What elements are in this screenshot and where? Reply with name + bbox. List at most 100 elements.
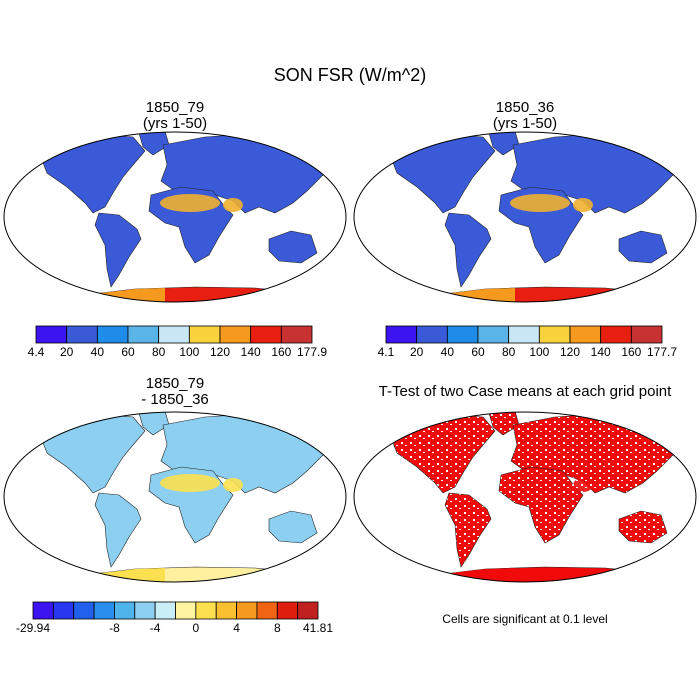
colorbar-box — [508, 325, 540, 344]
colorbar-label: 41.81 — [303, 621, 333, 635]
colorbar-box — [154, 601, 176, 620]
colorbar-box — [385, 325, 418, 344]
map — [353, 411, 697, 583]
landmass — [389, 414, 496, 494]
panel-title: 1850_36 — [496, 99, 554, 116]
map — [3, 411, 347, 583]
landmass — [488, 412, 520, 436]
colorbar-box — [250, 325, 282, 344]
colorbar-label: 100 — [179, 345, 199, 359]
landmass — [268, 230, 318, 264]
colorbar-box — [32, 601, 54, 620]
map-land — [389, 132, 691, 302]
map-land — [39, 132, 341, 302]
colorbar-box — [52, 601, 75, 620]
colorbar-box — [158, 325, 190, 344]
map-land — [39, 412, 341, 582]
landmass — [39, 414, 146, 494]
colorbar-label: 4.1 — [378, 345, 395, 359]
colorbar-box — [66, 325, 98, 344]
arabia-region — [573, 198, 593, 212]
colorbar-label: 4 — [233, 621, 240, 635]
colorbar-label: -8 — [109, 621, 120, 635]
colorbar-box — [134, 601, 156, 620]
colorbar-box — [256, 601, 278, 620]
colorbar-label: 177.9 — [297, 345, 327, 359]
colorbar-label: 0 — [193, 621, 200, 635]
colorbar-box — [73, 601, 95, 620]
landmass — [618, 510, 668, 544]
desert-region — [510, 474, 570, 492]
colorbar-box — [569, 325, 602, 344]
colorbar-box — [96, 325, 129, 344]
landmass — [94, 212, 142, 288]
colorbar-label: 80 — [152, 345, 166, 359]
landmass — [138, 132, 170, 156]
colorbar-box — [215, 601, 237, 620]
panel-title: T-Test of two Case means at each grid po… — [379, 383, 672, 400]
colorbar-box — [175, 601, 197, 620]
desert-region — [160, 474, 220, 492]
colorbar-label: 40 — [91, 345, 105, 359]
colorbar-label: 20 — [60, 345, 74, 359]
figure-title: SON FSR (W/m^2) — [274, 65, 426, 85]
map-border — [353, 411, 697, 583]
map — [3, 131, 347, 303]
colorbar-label: 4.4 — [28, 345, 45, 359]
landmass — [618, 230, 668, 264]
landmass — [444, 212, 492, 288]
landmass — [488, 132, 520, 156]
colorbar-label: 177.7 — [647, 345, 677, 359]
colorbar-label: 160 — [271, 345, 291, 359]
map-land — [389, 412, 691, 582]
colorbar-label: 20 — [410, 345, 424, 359]
colorbar-box — [114, 601, 136, 620]
antarctica-west — [435, 288, 515, 302]
colorbar-label: 8 — [274, 621, 281, 635]
colorbar-box — [127, 325, 160, 344]
landmass — [268, 510, 318, 544]
colorbar-label: 120 — [210, 345, 230, 359]
arabia-region — [223, 478, 243, 492]
colorbar-box — [195, 601, 217, 620]
colorbar-box — [297, 601, 319, 620]
map-border — [353, 131, 697, 303]
colorbar-label: -29.94 — [16, 621, 50, 635]
panel-title: (yrs 1-50) — [143, 115, 207, 132]
colorbar-box — [446, 325, 479, 344]
map-border — [3, 131, 347, 303]
landmass — [444, 492, 492, 568]
landmass — [389, 134, 496, 214]
panel-title: 1850_79 — [146, 375, 204, 392]
note: Cells are significant at 0.1 level — [442, 612, 607, 626]
antarctica-west — [85, 568, 165, 582]
map — [353, 131, 697, 303]
antarctica-west — [85, 288, 165, 302]
arabia-region — [573, 478, 593, 492]
colorbar-box — [600, 325, 632, 344]
antarctica-west — [435, 568, 515, 582]
panel-title: 1850_79 — [146, 99, 204, 116]
colorbar-label: 60 — [471, 345, 485, 359]
colorbar-box — [35, 325, 68, 344]
colorbar-box — [280, 325, 313, 344]
colorbar-box — [236, 601, 258, 620]
colorbar-label: 120 — [560, 345, 580, 359]
colorbar-label: 40 — [441, 345, 455, 359]
colorbar-box — [219, 325, 252, 344]
arabia-region — [223, 198, 243, 212]
colorbar-box — [276, 601, 299, 620]
colorbar-label: 160 — [621, 345, 641, 359]
colorbar-label: 140 — [591, 345, 611, 359]
colorbar-box — [416, 325, 448, 344]
map-border — [3, 411, 347, 583]
colorbar-box — [188, 325, 221, 344]
colorbar-label: 60 — [121, 345, 135, 359]
colorbar-label: 140 — [241, 345, 261, 359]
desert-region — [510, 194, 570, 212]
panel-title: - 1850_36 — [141, 391, 209, 408]
colorbar-box — [93, 601, 115, 620]
colorbar-box — [630, 325, 663, 344]
colorbar-label: -4 — [150, 621, 161, 635]
